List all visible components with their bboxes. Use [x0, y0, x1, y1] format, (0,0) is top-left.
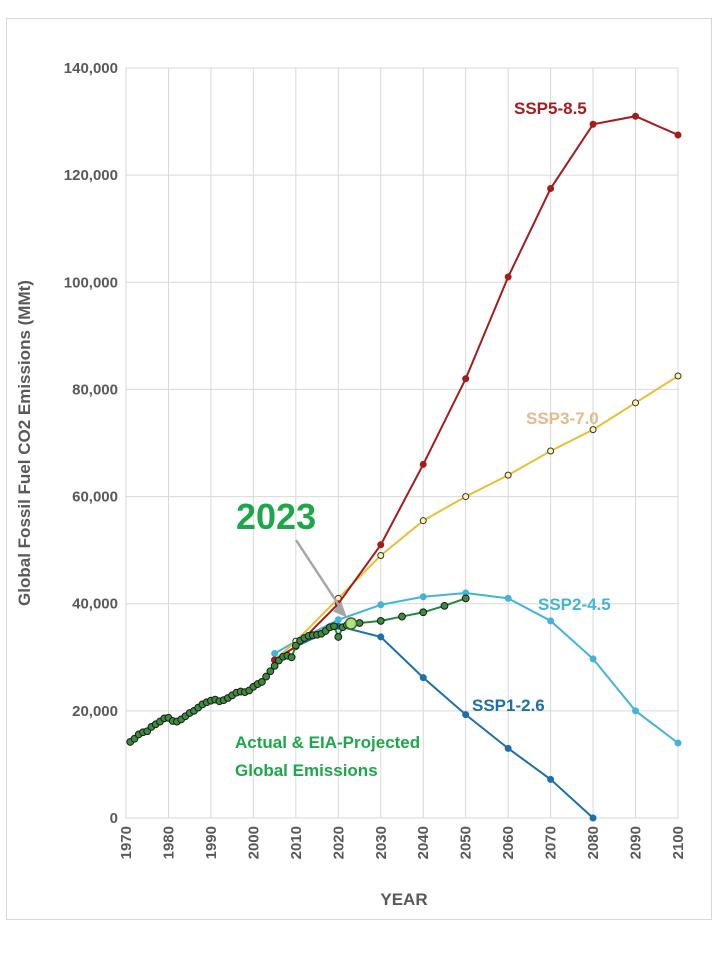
point-0-2070 — [547, 185, 555, 193]
x-axis-ticks: 1970 1980 1990 2000 2010 2020 2030 2040 2050 2060… — [118, 826, 687, 859]
point-2-2040 — [419, 593, 427, 601]
point-4-2005 — [270, 661, 279, 670]
series-1 — [271, 372, 682, 664]
point-1-2080 — [589, 426, 597, 434]
x-tick-label-2060: 2060 — [500, 826, 517, 859]
series-label-ssp2-4-5: SSP2-4.5 — [538, 595, 611, 614]
point-4-2040 — [419, 608, 428, 617]
point-0-2060 — [504, 273, 512, 281]
point-4-2003 — [262, 672, 271, 681]
x-tick-label-1990: 1990 — [203, 826, 220, 859]
point-2-2080 — [589, 655, 597, 663]
point-0-2080 — [589, 120, 597, 128]
x-tick-label-2000: 2000 — [245, 826, 262, 859]
x-tick-label-2010: 2010 — [288, 826, 305, 859]
point-1-2040 — [419, 517, 427, 525]
point-0-2050 — [462, 375, 470, 383]
point-2-2060 — [504, 594, 512, 602]
year-callout-label: 2023 — [236, 496, 316, 537]
point-3-2030 — [377, 633, 385, 641]
callout-arrow — [294, 539, 348, 618]
grid — [125, 67, 679, 819]
series-line-2 — [274, 591, 679, 744]
point-2023-highlight — [344, 617, 358, 630]
series-label-ssp5-8-5: SSP5-8.5 — [514, 99, 587, 118]
series-line-0 — [274, 115, 679, 661]
y-tick-label-0: 0 — [110, 810, 118, 827]
x-tick-label-2090: 2090 — [628, 826, 645, 859]
y-tick-label-3: 60,000 — [72, 489, 118, 506]
series-label-ssp3-7-0: SSP3-7.0 — [526, 409, 599, 428]
point-1-2060 — [504, 471, 512, 479]
callout-arrow-shaft — [294, 539, 345, 613]
callout-arrow-head — [333, 601, 348, 618]
y-tick-label-4: 80,000 — [72, 381, 118, 398]
point-1-2030 — [377, 552, 385, 559]
point-0-2040 — [419, 460, 427, 468]
point-3-2070 — [547, 775, 555, 783]
point-4-2009 — [287, 653, 296, 662]
series-4 — [126, 594, 470, 746]
point-4-2019 — [330, 622, 338, 631]
series-2 — [271, 589, 682, 747]
point-0-2100 — [674, 131, 682, 139]
series-0 — [271, 112, 682, 664]
point-4-2004 — [266, 667, 275, 676]
y-axis-ticks: 0 20,000 40,000 60,000 80,000 100,000 120,000 1… — [64, 60, 118, 827]
y-tick-label-2: 40,000 — [72, 596, 118, 613]
x-tick-label-2070: 2070 — [543, 826, 560, 859]
y-tick-label-6: 120,000 — [64, 167, 118, 184]
point-4-2035 — [398, 612, 406, 621]
series-label-ssp1-2-6: SSP1-2.6 — [472, 696, 545, 715]
y-tick-label-5: 100,000 — [64, 274, 118, 291]
point-0-2030 — [377, 541, 385, 549]
point-3-2080 — [589, 814, 597, 822]
x-tick-label-2030: 2030 — [373, 826, 390, 859]
series-3 — [271, 622, 597, 822]
point-1-2050 — [462, 493, 470, 501]
x-tick-label-2020: 2020 — [330, 826, 347, 859]
point-2-2070 — [547, 617, 555, 625]
x-tick-label-2050: 2050 — [458, 826, 475, 859]
point-4-2045 — [440, 601, 449, 610]
point-4-2020 — [334, 633, 343, 641]
x-axis-title: YEAR — [380, 890, 427, 909]
point-1-2100 — [674, 372, 682, 380]
actual-emissions-label-line2: Global Emissions — [235, 761, 378, 780]
x-tick-label-1980: 1980 — [160, 826, 177, 859]
point-4-2050 — [461, 594, 470, 603]
x-tick-label-2080: 2080 — [585, 826, 602, 859]
point-3-2040 — [419, 674, 427, 682]
x-tick-label-2100: 2100 — [670, 826, 687, 859]
y-tick-label-7: 140,000 — [64, 60, 118, 77]
series-line-1 — [273, 375, 679, 661]
y-axis-title: Global Fossil Fuel CO2 Emissions (MMt) — [15, 280, 34, 606]
point-4-2010 — [291, 641, 300, 650]
chart-frame — [6, 18, 712, 920]
point-0-2090 — [632, 112, 640, 120]
series-layer — [126, 112, 682, 822]
x-tick-label-2040: 2040 — [415, 826, 432, 859]
point-1-2090 — [632, 399, 640, 407]
point-2-2100 — [674, 739, 682, 747]
point-2-2020 — [334, 616, 342, 624]
point-4-2030 — [376, 616, 385, 625]
point-2-2005 — [271, 650, 279, 658]
point-3-2060 — [504, 744, 512, 752]
point-4-2002 — [257, 678, 266, 686]
point-2-2030 — [377, 601, 385, 609]
y-tick-label-1: 20,000 — [72, 703, 118, 720]
point-3-2050 — [462, 711, 470, 719]
point-1-2070 — [547, 447, 555, 455]
series-line-3 — [274, 625, 594, 819]
point-2-2090 — [632, 707, 640, 715]
x-tick-label-1970: 1970 — [118, 826, 135, 859]
actual-emissions-label-line1: Actual & EIA-Projected — [235, 733, 420, 752]
